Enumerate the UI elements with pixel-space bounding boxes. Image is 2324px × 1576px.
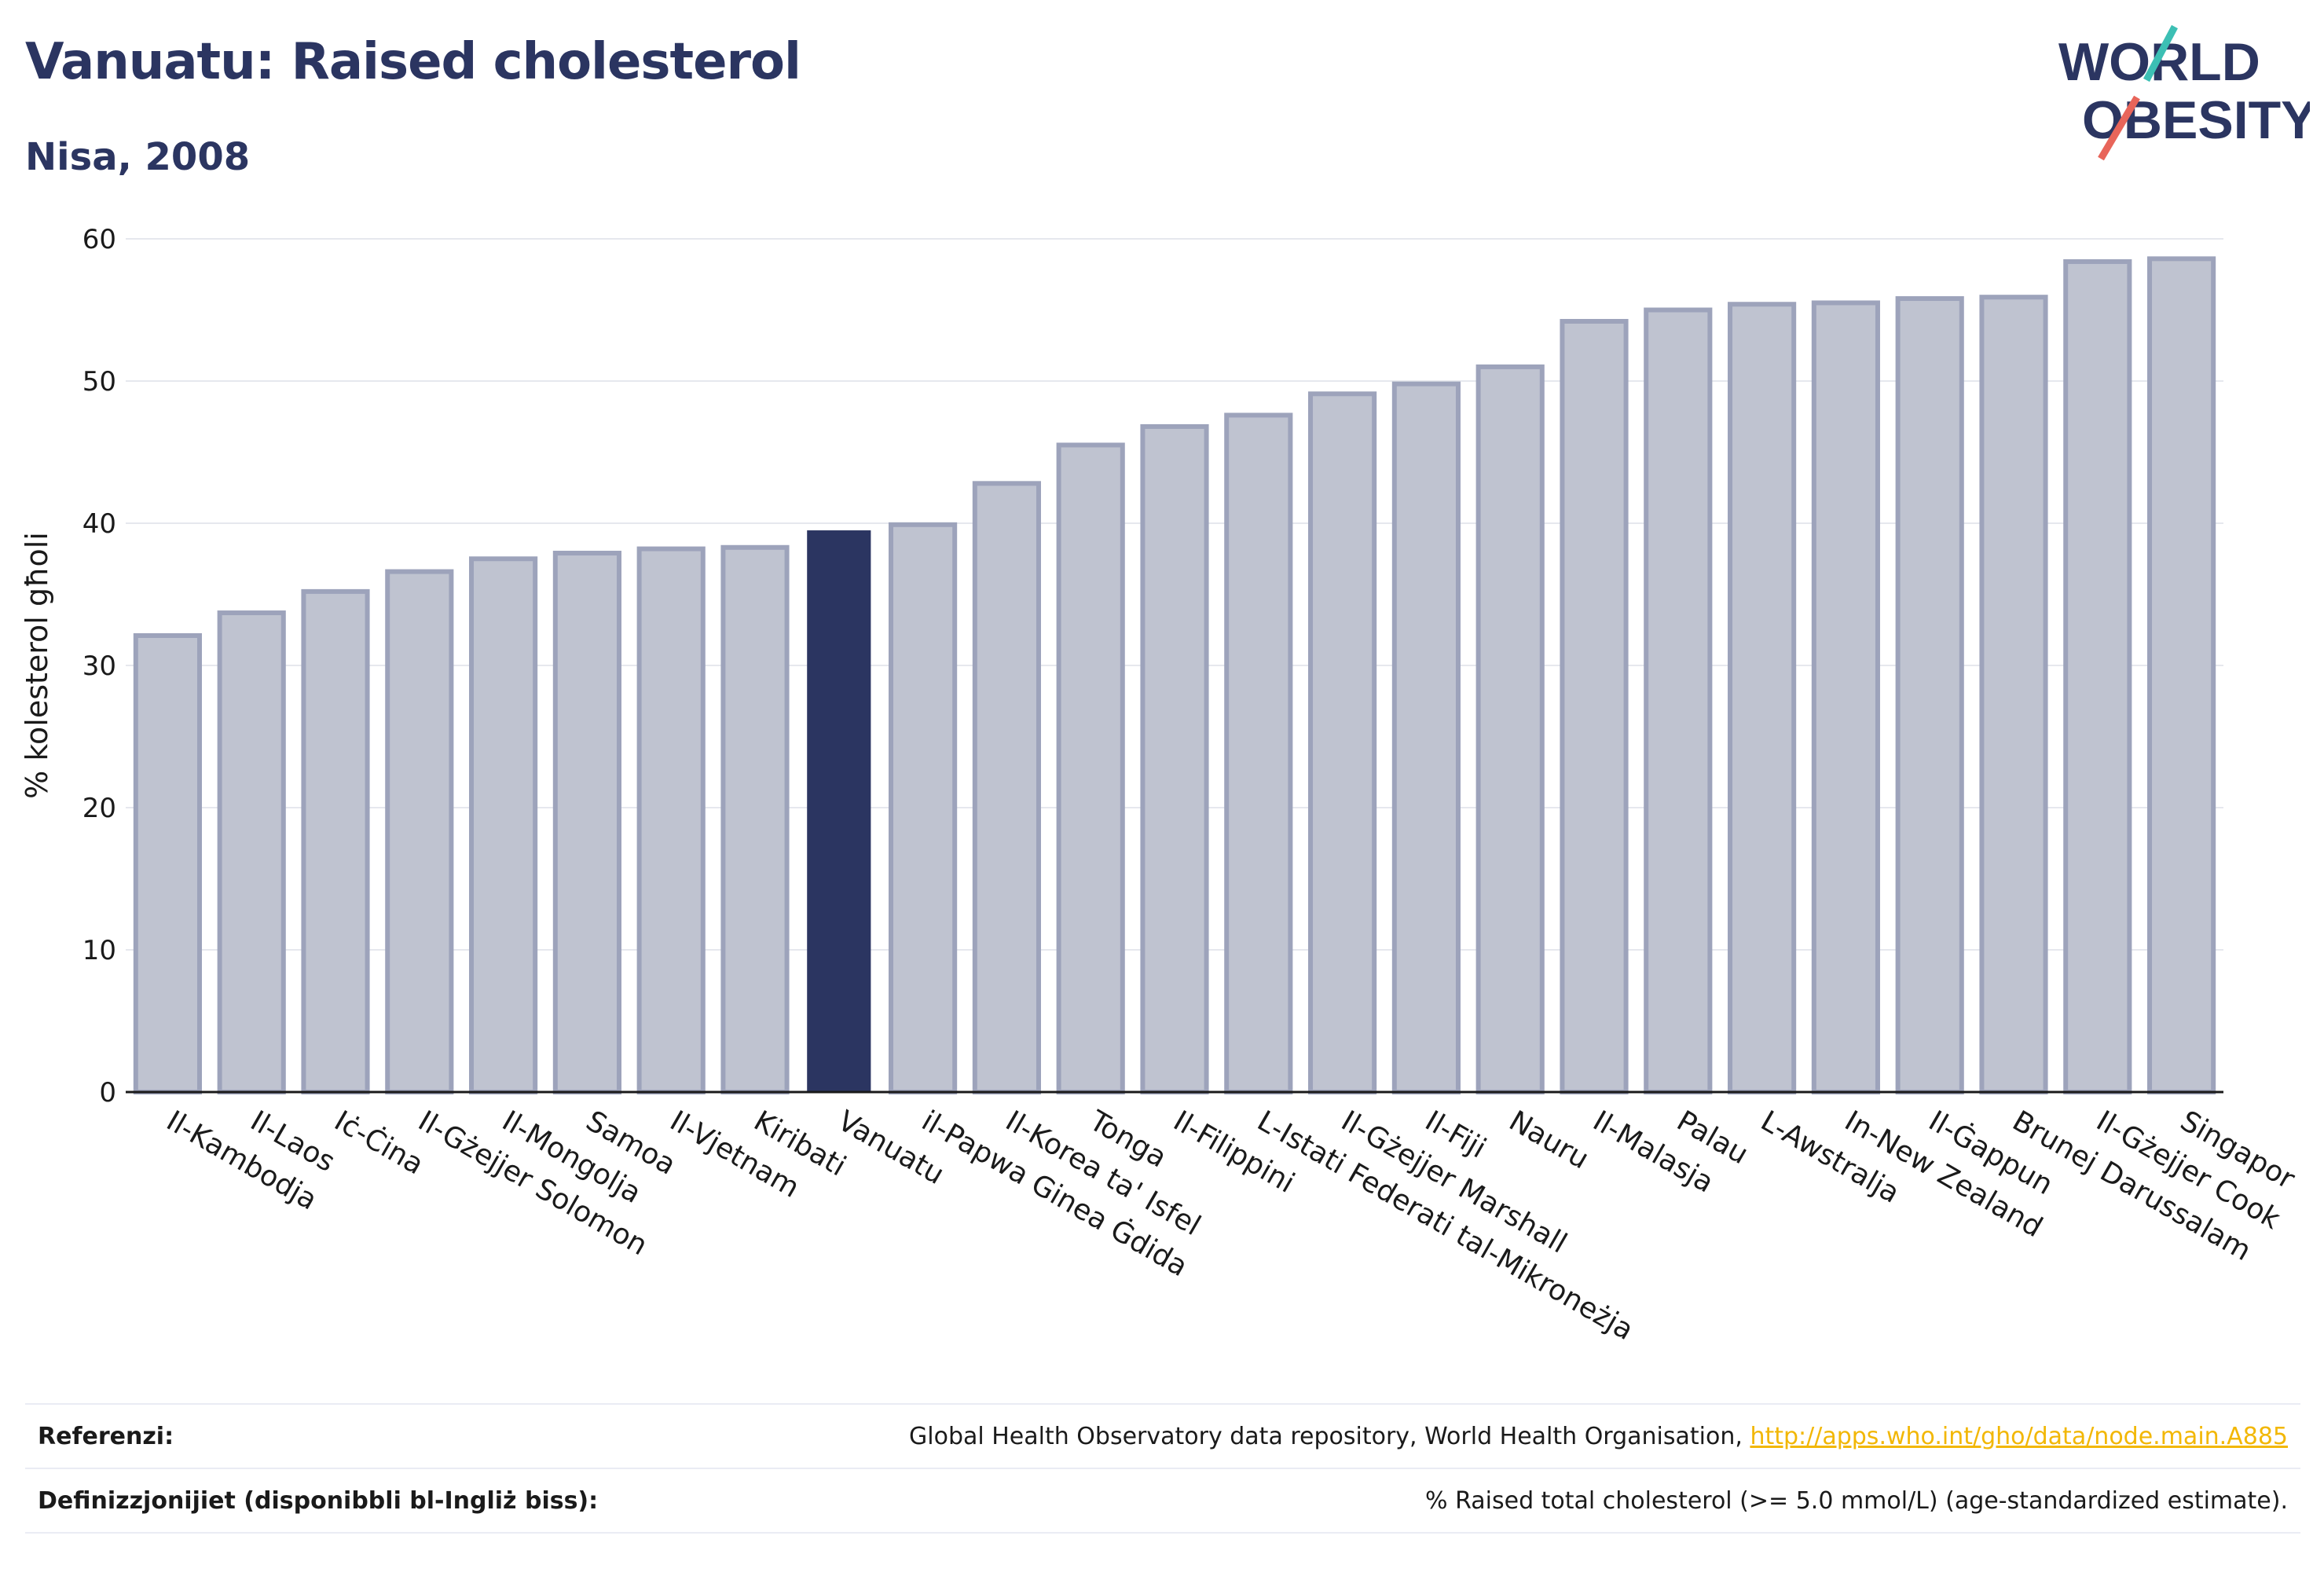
- logo-slash-coral: [2098, 95, 2140, 161]
- footer-table: Referenzi: Global Health Observatory dat…: [25, 1403, 2300, 1534]
- bar-16: [1475, 364, 1545, 1094]
- bar-13: [1224, 412, 1293, 1094]
- chart-subtitle: Nisa, 2008: [25, 135, 251, 179]
- chart-title: Vanuatu: Raised cholesterol: [25, 33, 801, 91]
- bar-6: [636, 546, 706, 1094]
- bar-17: [1560, 318, 1629, 1095]
- bar-2: [301, 588, 370, 1094]
- bar-7: [720, 544, 790, 1094]
- bar-18: [1644, 307, 1713, 1094]
- bar-9: [889, 522, 958, 1094]
- y-axis-title: % kolesterol għoli: [20, 532, 54, 799]
- y-tick-label: 40: [82, 508, 116, 540]
- references-label: Referenzi:: [38, 1422, 174, 1450]
- bar-20: [1811, 300, 1880, 1094]
- bar-24: [2147, 256, 2216, 1095]
- x-tick-label: Nauru: [1504, 1105, 1594, 1175]
- references-link[interactable]: http://apps.who.int/gho/data/node.main.A…: [1750, 1422, 2288, 1450]
- references-value: Global Health Observatory data repositor…: [909, 1423, 2300, 1450]
- bar-19: [1728, 302, 1797, 1094]
- references-row: Referenzi: Global Health Observatory dat…: [25, 1403, 2300, 1468]
- bar-21: [1895, 296, 1964, 1094]
- bar-5: [552, 551, 621, 1094]
- references-text: Global Health Observatory data repositor…: [909, 1422, 1750, 1450]
- y-axis-ticks: 0 10 20 30 40 50 60: [82, 224, 116, 1109]
- definitions-label: Definizzjonijiet (disponibbli bl-Ingliż …: [38, 1486, 599, 1515]
- y-tick-label: 60: [82, 224, 116, 255]
- bar-10: [972, 481, 1041, 1094]
- bar-12: [1140, 423, 1209, 1094]
- y-tick-label: 10: [82, 935, 116, 966]
- bar-8: [807, 530, 871, 1092]
- bar-chart: 0 10 20 30 40 50 60 Il-KambodjaIl-LaosIċ-ĊinaI…: [20, 224, 2300, 1347]
- bar-22: [1979, 295, 2048, 1094]
- definitions-row: Definizzjonijiet (disponibbli bl-Ingliż …: [25, 1468, 2300, 1534]
- y-tick-label: 20: [82, 793, 116, 824]
- bar-23: [2063, 258, 2132, 1095]
- bar-1: [217, 610, 286, 1094]
- bars: [133, 256, 2216, 1095]
- bar-14: [1308, 391, 1377, 1095]
- bar-0: [133, 632, 202, 1094]
- y-tick-label: 0: [99, 1077, 116, 1109]
- bar-11: [1056, 442, 1125, 1094]
- bar-15: [1391, 381, 1461, 1094]
- x-tick-label: Iċ-Ċina: [329, 1104, 430, 1181]
- definitions-value: % Raised total cholesterol (>= 5.0 mmol/…: [1425, 1486, 2288, 1515]
- bar-3: [385, 569, 454, 1094]
- bar-4: [469, 556, 538, 1094]
- logo-slash-teal: [2143, 24, 2178, 82]
- world-obesity-logo: WORLD OBESITY: [2058, 24, 2310, 161]
- y-tick-label: 50: [82, 366, 116, 398]
- y-tick-label: 30: [82, 651, 116, 682]
